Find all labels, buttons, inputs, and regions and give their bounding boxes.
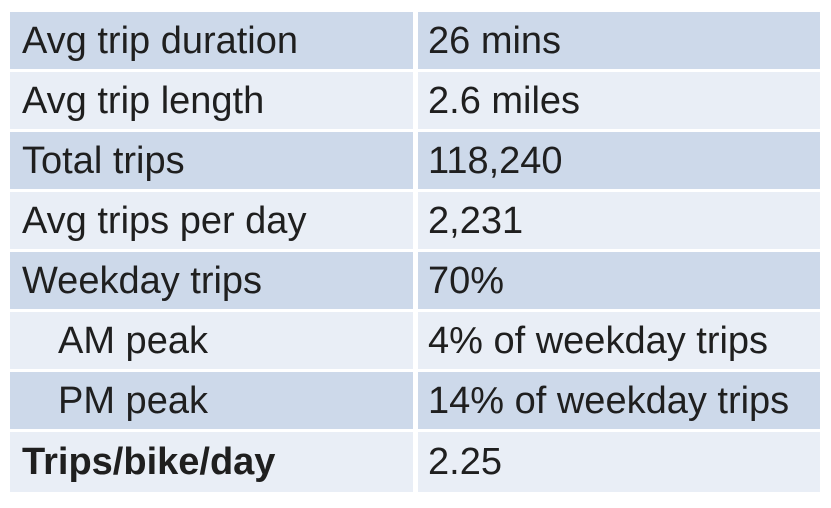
row-label-trips-bike-day: Trips/bike/day: [10, 432, 418, 492]
row-value-avg-trip-length: 2.6 miles: [418, 72, 820, 132]
row-value-weekday-trips: 70%: [418, 252, 820, 312]
table-row: Weekday trips 70%: [10, 252, 820, 312]
row-label-avg-trips-per-day: Avg trips per day: [10, 192, 418, 252]
table-row: AM peak 4% of weekday trips: [10, 312, 820, 372]
table-row: PM peak 14% of weekday trips: [10, 372, 820, 432]
row-label-weekday-trips: Weekday trips: [10, 252, 418, 312]
row-value-am-peak: 4% of weekday trips: [418, 312, 820, 372]
row-label-avg-trip-duration: Avg trip duration: [10, 12, 418, 72]
row-label-total-trips: Total trips: [10, 132, 418, 192]
table-row: Avg trips per day 2,231: [10, 192, 820, 252]
table-row: Avg trip duration 26 mins: [10, 12, 820, 72]
row-value-trips-bike-day: 2.25: [418, 432, 820, 492]
row-value-avg-trip-duration: 26 mins: [418, 12, 820, 72]
row-value-pm-peak: 14% of weekday trips: [418, 372, 820, 432]
row-label-am-peak: AM peak: [10, 312, 418, 372]
table-row: Total trips 118,240: [10, 132, 820, 192]
row-label-pm-peak: PM peak: [10, 372, 418, 432]
trip-stats-table: Avg trip duration 26 mins Avg trip lengt…: [10, 12, 820, 492]
row-value-total-trips: 118,240: [418, 132, 820, 192]
row-label-avg-trip-length: Avg trip length: [10, 72, 418, 132]
table-row: Avg trip length 2.6 miles: [10, 72, 820, 132]
row-value-avg-trips-per-day: 2,231: [418, 192, 820, 252]
table-row: Trips/bike/day 2.25: [10, 432, 820, 492]
